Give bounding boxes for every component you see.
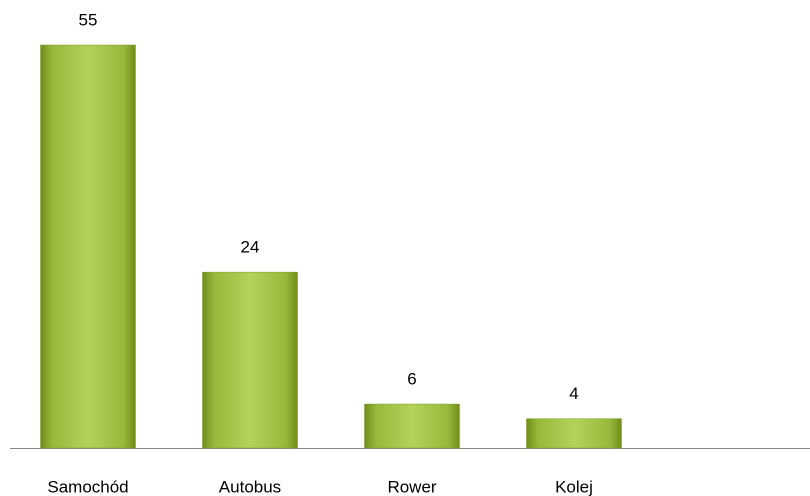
bar: [202, 271, 298, 449]
x-tick-label: Samochód: [47, 477, 128, 496]
value-label: 24: [241, 238, 260, 257]
bar: [364, 403, 460, 449]
x-tick-label: Autobus: [219, 477, 281, 496]
x-tick-label: Rower: [387, 477, 436, 496]
value-label: 4: [569, 384, 578, 403]
value-label: 55: [79, 10, 98, 29]
x-tick-label: Kolej: [555, 477, 593, 496]
bar: [40, 44, 136, 449]
bar: [526, 418, 622, 449]
value-label: 6: [407, 370, 416, 389]
